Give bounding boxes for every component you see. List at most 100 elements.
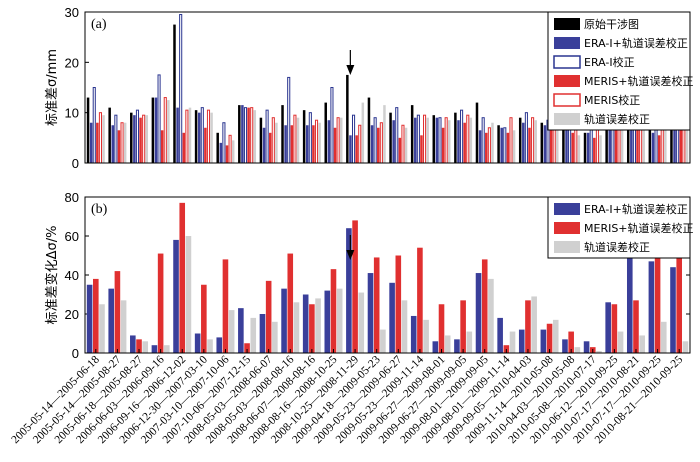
bar — [216, 132, 219, 163]
bar — [296, 117, 300, 163]
bar — [253, 110, 257, 163]
bar — [460, 109, 464, 164]
bar — [194, 333, 201, 353]
bar — [123, 122, 127, 163]
bar — [179, 202, 186, 353]
bar — [241, 105, 244, 163]
bar — [228, 134, 232, 164]
bar — [309, 304, 315, 353]
bar — [238, 105, 241, 163]
bar — [444, 335, 451, 353]
bar — [120, 300, 127, 353]
bar — [660, 321, 667, 353]
bar — [617, 331, 624, 353]
bar — [265, 280, 272, 353]
bar — [389, 112, 392, 163]
panel-label: (b) — [91, 202, 108, 217]
bar — [336, 288, 343, 353]
bar — [568, 331, 574, 353]
bar — [531, 117, 535, 164]
bar — [243, 107, 248, 164]
bar — [216, 337, 223, 353]
bar — [379, 122, 383, 164]
bar — [259, 117, 263, 163]
bar — [272, 321, 278, 353]
bar — [117, 130, 121, 163]
bar — [583, 341, 590, 353]
bar — [327, 120, 331, 163]
legend-swatch — [554, 241, 580, 253]
bar — [540, 122, 544, 163]
bar — [469, 117, 473, 163]
bar — [275, 122, 278, 163]
bar — [197, 112, 201, 163]
bar — [660, 124, 664, 164]
bar — [157, 253, 164, 353]
bar — [207, 339, 213, 353]
y-tick-label: 0 — [72, 156, 79, 171]
bar — [188, 107, 192, 163]
y-tick-label: 20 — [65, 55, 79, 70]
bar — [167, 100, 170, 163]
bar — [525, 300, 531, 353]
bar — [367, 97, 371, 163]
legend-label: ERA-I+轨道误差校正 — [584, 36, 688, 50]
bar — [481, 117, 485, 164]
bar — [401, 300, 408, 353]
bar — [524, 112, 528, 164]
legend-box — [547, 11, 691, 131]
bar — [488, 278, 494, 353]
bar — [682, 341, 689, 353]
bar — [577, 135, 581, 163]
legend-swatch — [553, 55, 581, 69]
bar — [250, 317, 257, 353]
legend-label: ERA-I+轨道误差校正 — [584, 202, 688, 216]
bar — [231, 140, 235, 163]
panel-label: (a) — [91, 17, 107, 32]
bar — [392, 120, 395, 163]
bar — [463, 122, 466, 163]
bar — [481, 259, 488, 353]
bar — [518, 329, 525, 353]
bar — [173, 24, 176, 164]
bar — [441, 127, 445, 163]
bar — [373, 117, 377, 164]
bar — [670, 267, 676, 353]
bar — [157, 74, 161, 164]
bar — [593, 137, 596, 163]
bar — [605, 107, 608, 163]
bar — [438, 304, 445, 353]
bar — [268, 132, 272, 163]
bar — [414, 117, 417, 163]
bar — [262, 127, 266, 163]
bar — [96, 122, 99, 163]
axes-frame — [84, 196, 691, 354]
bar — [509, 117, 513, 164]
bar — [271, 117, 275, 164]
bar — [164, 345, 170, 353]
bar — [281, 288, 287, 353]
bar — [265, 109, 269, 164]
legend-label: 轨道误差校正 — [584, 112, 650, 126]
bar — [534, 120, 537, 163]
bar — [565, 127, 568, 163]
bar — [355, 135, 358, 163]
y-tick-label: 0 — [72, 346, 79, 361]
bar — [302, 110, 306, 163]
legend-swatch — [554, 18, 580, 30]
bar — [136, 339, 142, 353]
bar — [290, 125, 294, 163]
bar — [595, 124, 599, 164]
arrow-head — [346, 65, 355, 75]
bar — [201, 284, 207, 353]
bar — [497, 317, 503, 353]
bar — [130, 112, 133, 163]
bar — [676, 249, 682, 353]
bar — [293, 114, 297, 164]
bar — [395, 107, 399, 164]
bar — [324, 102, 327, 163]
bar — [185, 109, 189, 164]
bar — [308, 112, 312, 164]
bar — [160, 130, 164, 163]
